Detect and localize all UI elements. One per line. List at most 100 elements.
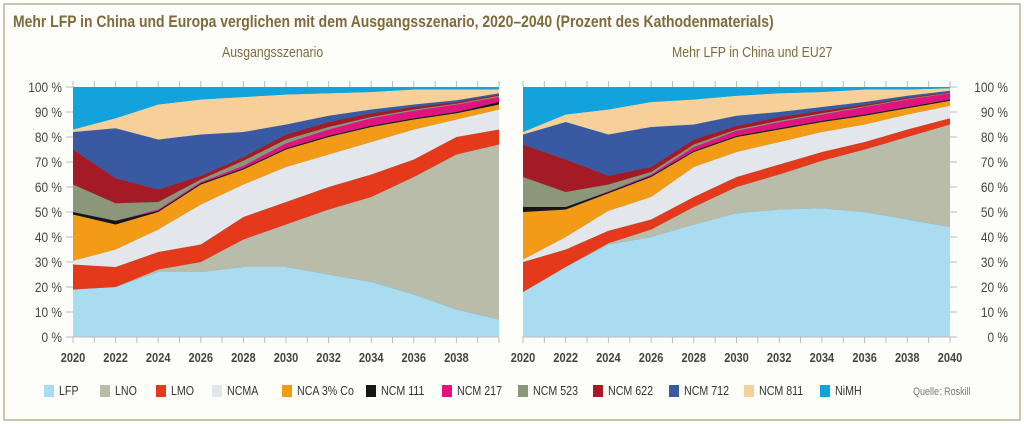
x-tick-label: 2024 <box>596 350 621 365</box>
legend-swatch <box>212 384 222 397</box>
x-tick-label: 2038 <box>444 350 469 365</box>
legend-label: NCM 811 <box>759 383 804 398</box>
legend-label: LFP <box>59 383 79 398</box>
legend-label: NCM 217 <box>457 383 503 398</box>
right-chart-title: Mehr LFP in China und EU27 <box>672 44 833 61</box>
x-tick-label: 2032 <box>767 350 792 365</box>
y-tick-label: 40 % <box>35 229 63 245</box>
legend-swatch <box>366 384 376 397</box>
area-ncm-523 <box>523 92 950 207</box>
x-tick-label: 2030 <box>724 350 749 365</box>
x-tick-label: 2032 <box>316 350 341 365</box>
area-ncm-712 <box>523 90 950 176</box>
legend-swatch <box>593 384 603 397</box>
y-tick-label: 90 % <box>35 104 63 120</box>
area-lno <box>523 124 950 292</box>
chart-title: Mehr LFP in China und Europa verglichen … <box>13 12 774 31</box>
area-ncm-217 <box>523 93 950 207</box>
x-tick-label: 2030 <box>274 350 299 365</box>
area-ncm-622 <box>73 94 499 204</box>
y-tick-label: 0 % <box>42 329 63 345</box>
area-lfp <box>73 267 499 337</box>
y-tick-label: 30 % <box>35 254 63 270</box>
legend-swatch <box>518 384 528 397</box>
area-ncm-712 <box>73 93 499 190</box>
legend-label: LNO <box>115 383 137 398</box>
legend-swatch <box>442 384 452 397</box>
legend-label: NCA 3% Co <box>297 383 354 398</box>
source-note: Quelle: Roskill <box>913 386 971 398</box>
area-ncm-217 <box>73 97 499 221</box>
legend-swatch <box>44 384 54 397</box>
legend-item-ncm-523: NCM 523 <box>518 383 588 398</box>
legend-label: NCM 622 <box>608 383 654 398</box>
x-tick-label: 2036 <box>852 350 877 365</box>
y-tick-label: 100 % <box>974 79 1008 95</box>
legend-item-ncm-712: NCM 712 <box>669 383 739 398</box>
y-tick-label: 60 % <box>981 179 1009 195</box>
legend-label: NiMH <box>835 383 862 398</box>
legend-item-lfp: LFP <box>44 383 83 398</box>
area-ncm-523 <box>73 95 499 221</box>
x-tick-label: 2022 <box>553 350 578 365</box>
legend-label: LMO <box>171 383 195 398</box>
area-ncma <box>73 109 499 267</box>
y-tick-label: 90 % <box>981 104 1009 120</box>
x-tick-label: 2028 <box>231 350 256 365</box>
legend-swatch <box>744 384 754 397</box>
legend-swatch <box>820 384 830 397</box>
x-tick-label: 2020 <box>61 350 86 365</box>
legend-item-nca-3-co: NCA 3% Co <box>282 383 366 398</box>
x-tick-label: 2020 <box>511 350 536 365</box>
legend-swatch <box>156 384 166 397</box>
y-tick-label: 20 % <box>35 279 63 295</box>
chart-panel-1: 2020 2022 2024 2026 2028 2030 2032 2034 2036 2038… <box>28 79 500 365</box>
area-lmo <box>523 118 950 292</box>
y-tick-label: 60 % <box>35 179 63 195</box>
x-tick-label: 2024 <box>146 350 171 365</box>
x-tick-label: 2036 <box>402 350 427 365</box>
y-tick-label: 50 % <box>35 204 63 220</box>
y-tick-label: 50 % <box>981 204 1009 220</box>
area-ncm-811 <box>523 88 950 135</box>
y-tick-label: 30 % <box>981 254 1009 270</box>
legend-item-nimh: NiMH <box>820 383 868 398</box>
y-tick-label: 40 % <box>981 229 1009 245</box>
legend-label: NCMA <box>227 383 259 398</box>
y-tick-label: 100 % <box>28 79 62 95</box>
area-lmo <box>73 129 499 290</box>
x-tick-label: 2026 <box>639 350 664 365</box>
x-tick-label: 2028 <box>682 350 707 365</box>
y-tick-label: 0 % <box>988 329 1009 345</box>
legend-swatch <box>669 384 679 397</box>
y-tick-label: 70 % <box>35 154 63 170</box>
x-tick-label: 2022 <box>103 350 128 365</box>
legend-item-ncm-811: NCM 811 <box>744 383 813 398</box>
y-tick-label: 10 % <box>35 304 63 320</box>
area-ncm-622 <box>523 92 950 192</box>
legend-label: NCM 111 <box>381 383 425 398</box>
legend-swatch <box>282 384 292 397</box>
x-tick-label: 2040 <box>938 350 963 365</box>
legend-item-lno: LNO <box>100 383 142 398</box>
legend-swatch <box>100 384 110 397</box>
legend-label: NCM 523 <box>533 383 579 398</box>
legend-item-ncm-217: NCM 217 <box>442 383 512 398</box>
area-nimh <box>523 87 950 132</box>
y-tick-label: 80 % <box>35 129 63 145</box>
legend-item-lmo: LMO <box>156 383 199 398</box>
y-tick-label: 20 % <box>981 279 1009 295</box>
x-tick-label: 2026 <box>189 350 214 365</box>
y-tick-label: 70 % <box>981 154 1009 170</box>
y-tick-label: 10 % <box>981 304 1009 320</box>
y-tick-label: 80 % <box>981 129 1009 145</box>
x-tick-label: 2034 <box>810 350 835 365</box>
legend-item-ncma: NCMA <box>212 383 265 398</box>
area-lno <box>73 144 499 320</box>
chart-panel-2: 2020 2022 2024 2026 2028 2030 2032 2034 2036 2038… <box>511 79 1009 365</box>
x-tick-label: 2034 <box>359 350 384 365</box>
legend-item-ncm-111: NCM 111 <box>366 383 434 398</box>
area-nca-3-co <box>73 104 499 261</box>
x-tick-label: 2038 <box>895 350 920 365</box>
